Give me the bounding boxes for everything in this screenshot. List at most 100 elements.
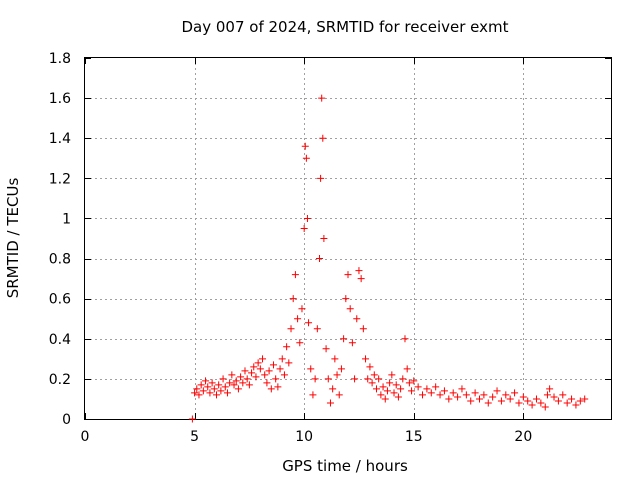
data-point — [239, 379, 247, 387]
y-tick-label: 1.8 — [49, 51, 71, 67]
data-point — [248, 369, 256, 377]
x-tick-label: 5 — [190, 429, 199, 445]
data-point — [296, 339, 304, 347]
data-point — [272, 375, 280, 383]
data-point — [524, 397, 532, 405]
data-point — [313, 325, 321, 333]
data-point — [276, 365, 284, 373]
data-point — [388, 371, 396, 379]
data-point — [340, 335, 348, 343]
data-point — [401, 335, 409, 343]
data-point — [305, 319, 313, 327]
y-tick-label: 0 — [62, 412, 71, 428]
data-point — [267, 385, 275, 393]
data-point — [357, 275, 365, 283]
data-point — [541, 403, 549, 411]
y-tick-label: 0.2 — [49, 372, 71, 388]
data-point — [219, 375, 227, 383]
data-point — [550, 393, 558, 401]
data-point — [307, 365, 315, 373]
data-point — [489, 393, 497, 401]
data-point — [462, 391, 470, 399]
data-point — [210, 385, 218, 393]
data-point — [278, 355, 286, 363]
data-point — [237, 373, 245, 381]
data-point — [454, 393, 462, 401]
data-point — [471, 389, 479, 397]
data-point — [362, 355, 370, 363]
data-point — [283, 343, 291, 351]
data-point — [326, 399, 334, 407]
data-point — [317, 174, 325, 182]
data-point — [226, 379, 234, 387]
data-point — [419, 391, 427, 399]
plot-frame — [84, 57, 612, 420]
data-point — [202, 377, 210, 385]
data-point — [274, 383, 282, 391]
data-point — [581, 395, 589, 403]
data-point — [285, 359, 293, 367]
data-point — [221, 383, 229, 391]
data-markers — [188, 94, 589, 423]
data-point — [351, 375, 359, 383]
data-point — [287, 325, 295, 333]
data-point — [572, 401, 580, 409]
y-tick-label: 1.4 — [49, 131, 71, 147]
data-point — [559, 391, 567, 399]
data-point — [294, 315, 302, 323]
data-point — [410, 377, 418, 385]
data-point — [318, 94, 326, 102]
data-point — [467, 397, 475, 405]
data-point — [309, 391, 317, 399]
data-point — [397, 385, 405, 393]
data-point — [519, 393, 527, 401]
data-point — [193, 385, 201, 393]
data-point — [484, 399, 492, 407]
y-tick-label: 1 — [62, 211, 71, 227]
y-tick-label: 0.4 — [49, 332, 71, 348]
data-point — [335, 391, 343, 399]
data-point — [554, 397, 562, 405]
data-point — [204, 383, 212, 391]
data-point — [208, 379, 216, 387]
y-tick-label: 0.6 — [49, 292, 71, 308]
data-point — [414, 383, 422, 391]
data-point — [280, 371, 288, 379]
data-point — [355, 267, 363, 275]
data-point — [337, 365, 345, 373]
data-point — [213, 391, 220, 399]
data-point — [390, 389, 398, 397]
data-point — [449, 389, 457, 397]
x-axis-label: GPS time / hours — [282, 457, 408, 475]
data-point — [241, 367, 249, 375]
data-point — [377, 391, 385, 399]
data-point — [301, 142, 309, 150]
y-tick-label: 1.2 — [49, 171, 71, 187]
data-point — [423, 385, 431, 393]
data-point — [261, 371, 269, 379]
data-point — [383, 387, 391, 395]
data-point — [368, 379, 376, 387]
data-point — [432, 383, 440, 391]
data-point — [436, 391, 444, 399]
data-point — [329, 385, 337, 393]
data-point — [199, 387, 207, 395]
data-point — [427, 389, 435, 397]
data-point — [370, 371, 378, 379]
data-point — [230, 381, 238, 389]
data-point — [333, 371, 341, 379]
data-point — [366, 363, 374, 371]
data-point — [476, 395, 483, 403]
data-point — [250, 363, 258, 371]
data-point — [528, 401, 536, 409]
data-point — [394, 393, 402, 401]
data-point — [320, 235, 328, 242]
x-tick-label: 10 — [295, 429, 313, 445]
data-point — [259, 355, 267, 363]
data-point — [344, 271, 352, 279]
data-point — [480, 391, 488, 399]
data-point — [372, 385, 380, 393]
data-point — [392, 381, 400, 389]
data-point — [563, 399, 571, 407]
